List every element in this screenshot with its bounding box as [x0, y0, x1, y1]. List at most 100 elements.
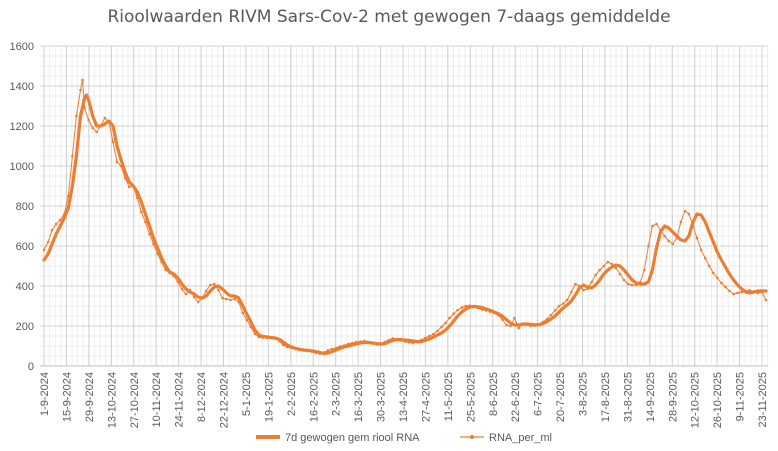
- data-point-rna-per-ml: [213, 282, 216, 286]
- data-point-rna-per-ml: [351, 341, 354, 345]
- data-point-rna-per-ml: [448, 316, 451, 320]
- data-point-rna-per-ml: [521, 322, 524, 326]
- data-point-rna-per-ml: [127, 185, 131, 189]
- data-point-rna-per-ml: [241, 311, 245, 315]
- data-point-rna-per-ml: [671, 242, 674, 246]
- data-point-rna-per-ml: [58, 218, 62, 222]
- data-point-rna-per-ml: [472, 305, 476, 308]
- data-point-rna-per-ml: [188, 288, 192, 292]
- data-point-rna-per-ml: [436, 329, 439, 333]
- data-point-rna-per-ml: [290, 346, 293, 350]
- data-point-rna-per-ml: [444, 321, 447, 325]
- data-point-rna-per-ml: [180, 287, 184, 291]
- data-point-rna-per-ml: [525, 323, 528, 327]
- data-point-rna-per-ml: [83, 106, 86, 110]
- data-point-rna-per-ml: [464, 304, 468, 308]
- x-tick-label: 17-8-2025: [600, 372, 612, 422]
- data-point-rna-per-ml: [468, 304, 472, 307]
- data-point-rna-per-ml: [732, 292, 735, 296]
- data-point-rna-per-ml: [659, 228, 662, 232]
- data-point-rna-per-ml: [716, 276, 719, 280]
- data-point-rna-per-ml: [107, 120, 111, 124]
- data-point-rna-per-ml: [480, 308, 484, 311]
- x-tick-label: 30-3-2025: [376, 372, 388, 422]
- data-point-rna-per-ml: [123, 176, 127, 180]
- data-point-rna-per-ml: [119, 164, 123, 168]
- x-tick-label: 22-12-2024: [219, 372, 231, 428]
- data-point-rna-per-ml: [699, 248, 703, 252]
- x-tick-label: 2-3-2025: [331, 372, 343, 416]
- y-tick-label: 200: [16, 321, 34, 333]
- data-point-rna-per-ml: [79, 88, 82, 92]
- data-point-rna-per-ml: [391, 337, 395, 340]
- data-point-rna-per-ml: [164, 268, 167, 272]
- data-point-rna-per-ml: [586, 287, 589, 291]
- data-point-rna-per-ml: [602, 264, 606, 268]
- data-point-rna-per-ml: [87, 118, 90, 122]
- series-markers-rna-per-ml: [42, 78, 768, 355]
- data-point-rna-per-ml: [326, 349, 330, 352]
- x-tick-label: 29-9-2024: [84, 372, 96, 422]
- data-point-rna-per-ml: [667, 239, 670, 243]
- x-tick-label: 13-10-2024: [106, 372, 118, 428]
- data-point-rna-per-ml: [204, 289, 208, 293]
- x-tick-label: 15-9-2024: [61, 372, 73, 422]
- x-tick-label: 31-8-2025: [622, 372, 634, 422]
- data-point-rna-per-ml: [233, 297, 236, 301]
- data-point-rna-per-ml: [63, 212, 66, 216]
- data-point-rna-per-ml: [314, 351, 318, 355]
- data-point-rna-per-ml: [387, 338, 391, 342]
- data-point-rna-per-ml: [456, 308, 460, 312]
- x-tick-label: 6-7-2025: [533, 372, 545, 416]
- data-point-rna-per-ml: [330, 347, 334, 351]
- data-point-rna-per-ml: [432, 332, 435, 336]
- data-point-rna-per-ml: [630, 283, 634, 287]
- y-tick-label: 600: [16, 241, 34, 253]
- data-point-rna-per-ml: [712, 271, 715, 275]
- legend-label-rna-per-ml: RNA_per_ml: [489, 432, 552, 444]
- data-point-rna-per-ml: [334, 346, 338, 350]
- data-point-rna-per-ml: [720, 281, 723, 285]
- data-point-rna-per-ml: [176, 280, 180, 284]
- data-point-rna-per-ml: [578, 284, 581, 288]
- data-point-rna-per-ml: [217, 288, 220, 292]
- y-axis-ticks: 0 200 400 600 800 1000 1200 1400 1600: [10, 41, 34, 373]
- data-point-rna-per-ml: [452, 312, 456, 315]
- data-point-rna-per-ml: [594, 273, 597, 277]
- data-point-rna-per-ml: [505, 323, 508, 327]
- data-point-rna-per-ml: [371, 342, 374, 345]
- data-point-rna-per-ml: [111, 140, 115, 144]
- data-point-rna-per-ml: [634, 283, 638, 287]
- x-tick-label: 23-11-2025: [757, 372, 769, 427]
- data-point-rna-per-ml: [81, 78, 84, 82]
- data-point-rna-per-ml: [509, 324, 512, 328]
- x-tick-label: 16-3-2025: [353, 372, 365, 422]
- x-tick-label: 5-1-2025: [241, 372, 253, 416]
- data-point-rna-per-ml: [655, 222, 658, 226]
- data-point-rna-per-ml: [598, 268, 601, 272]
- x-tick-label: 12-10-2025: [690, 372, 702, 428]
- x-tick-label: 20-7-2025: [555, 372, 567, 422]
- data-point-rna-per-ml: [497, 313, 500, 317]
- y-tick-label: 1000: [10, 161, 34, 173]
- data-point-rna-per-ml: [269, 335, 273, 339]
- data-point-rna-per-ml: [278, 339, 281, 343]
- data-point-rna-per-ml: [541, 320, 545, 324]
- data-point-rna-per-ml: [75, 114, 78, 118]
- data-point-rna-per-ml: [403, 340, 407, 343]
- data-point-rna-per-ml: [517, 326, 520, 330]
- data-point-rna-per-ml: [298, 348, 301, 352]
- data-point-rna-per-ml: [229, 298, 232, 302]
- data-point-rna-per-ml: [383, 340, 387, 344]
- data-point-rna-per-ml: [424, 336, 427, 340]
- data-point-rna-per-ml: [736, 291, 739, 295]
- data-point-rna-per-ml: [342, 344, 346, 347]
- series-layer: [42, 78, 768, 356]
- data-point-rna-per-ml: [302, 349, 305, 352]
- data-point-rna-per-ml: [103, 116, 107, 120]
- data-point-rna-per-ml: [310, 350, 314, 353]
- data-point-rna-per-ml: [144, 220, 147, 224]
- data-point-rna-per-ml: [245, 318, 249, 322]
